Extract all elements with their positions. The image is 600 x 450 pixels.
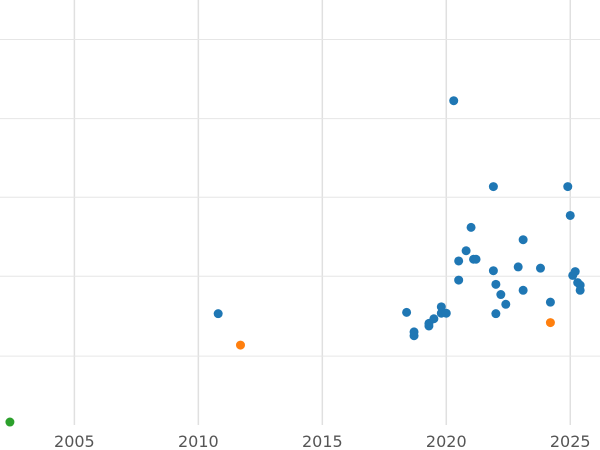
data-point-s1-9 [436, 302, 446, 312]
data-point-s3-1 [5, 417, 15, 427]
data-point-s2-1 [235, 340, 245, 350]
data-point-s1-19 [488, 182, 498, 192]
x-tick-label-2015: 2015 [302, 432, 343, 450]
data-point-s1-10 [441, 308, 451, 318]
x-tick-label-2020: 2020 [426, 432, 467, 450]
data-point-s1-26 [518, 285, 528, 295]
data-point-s1-27 [535, 263, 545, 273]
y-gridlines [0, 39, 600, 357]
data-point-s1-2 [402, 307, 412, 317]
data-point-s1-25 [518, 235, 528, 245]
x-gridlines [73, 0, 571, 425]
x-tick-label-2025: 2025 [550, 432, 591, 450]
data-point-s1-28 [545, 297, 555, 307]
data-point-s1-15 [466, 222, 476, 232]
data-point-s2-2 [545, 318, 555, 328]
data-point-s1-11 [449, 96, 459, 106]
data-point-s1-4 [409, 327, 419, 337]
x-axis-tick-labels: 2005 2010 2015 2020 2025 [54, 432, 591, 450]
x-tick-label-2010: 2010 [178, 432, 219, 450]
data-point-s1-21 [491, 279, 501, 289]
data-point-s1-12 [454, 275, 464, 285]
data-point-s1-22 [496, 290, 506, 300]
data-point-s1-30 [565, 210, 575, 220]
data-point-s1-13 [454, 256, 464, 266]
data-point-s1-18 [488, 266, 498, 276]
data-point-s1-32 [570, 267, 580, 277]
data-point-s1-24 [513, 262, 523, 272]
data-point-s1-35 [575, 285, 585, 295]
data-point-s1-29 [563, 182, 573, 192]
data-point-s1-1 [213, 309, 223, 319]
x-tick-label-2005: 2005 [54, 432, 95, 450]
data-points [5, 96, 585, 427]
data-point-s1-20 [491, 309, 501, 319]
data-point-s1-14 [461, 246, 471, 256]
data-point-s1-7 [429, 314, 439, 324]
data-point-s1-23 [501, 299, 511, 309]
data-point-s1-17 [471, 254, 481, 264]
